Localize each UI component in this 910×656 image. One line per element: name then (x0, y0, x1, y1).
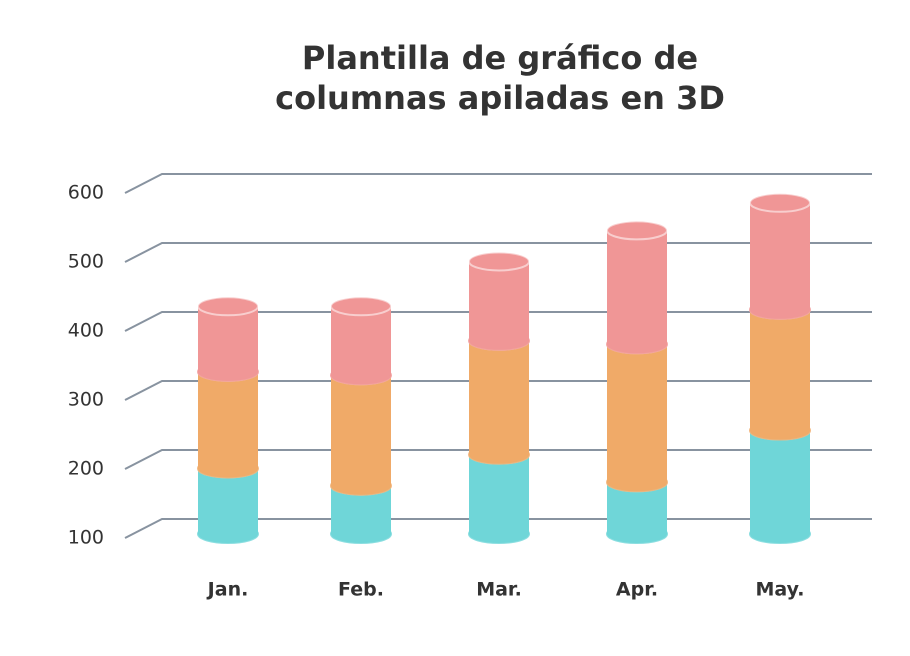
y-tick-label: 600 (68, 182, 104, 204)
cylinder (331, 375, 391, 486)
y-tick-label: 300 (68, 389, 104, 411)
x-tick-label: Jan. (206, 579, 249, 601)
x-tick-label: Apr. (616, 579, 658, 601)
y-tick-label: 200 (68, 458, 104, 480)
cylinder (750, 202, 810, 310)
cylinder (198, 306, 258, 372)
cylinder (469, 454, 529, 534)
chart-title: Plantilla de gráfico de columnas apilada… (275, 39, 725, 117)
cylinder (607, 230, 667, 345)
y-tick-label: 500 (68, 251, 104, 273)
cylinder-top (197, 296, 259, 317)
cylinder (198, 468, 258, 534)
cylinder (198, 371, 258, 469)
cylinder (469, 340, 529, 455)
cylinder (750, 430, 810, 534)
x-tick-label: May. (755, 579, 804, 601)
cylinder-top (749, 192, 811, 213)
x-tick-label: Feb. (338, 579, 384, 601)
cylinder-top (468, 251, 530, 272)
cylinder (469, 261, 529, 341)
cylinder (331, 306, 391, 376)
cylinder (607, 344, 667, 483)
x-tick-label: Mar. (476, 579, 522, 601)
y-tick-label: 100 (68, 527, 104, 549)
y-tick-label: 400 (68, 320, 104, 342)
cylinder (750, 309, 810, 431)
cylinder-top (606, 220, 668, 241)
grid-line (124, 173, 872, 194)
cylinder-top (330, 296, 392, 317)
